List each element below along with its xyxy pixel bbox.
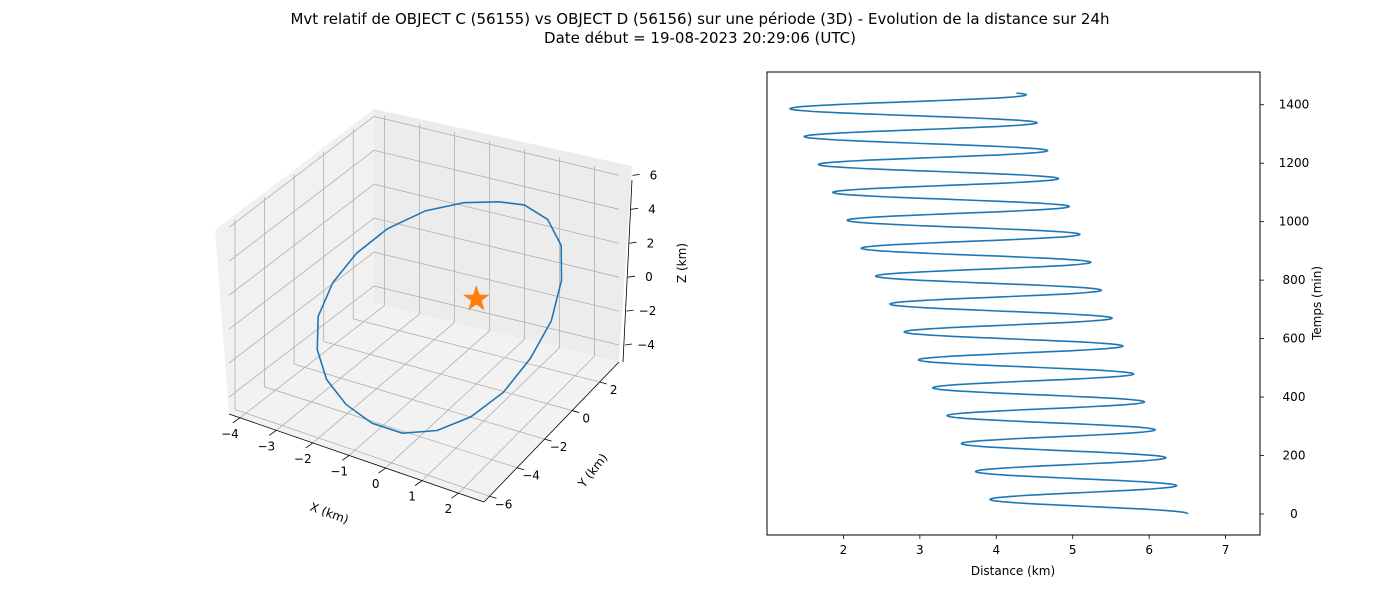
x-axis-ticks: 2 3 4 5 6 7 [840, 535, 1230, 557]
y-tick-label: 600 [1283, 332, 1306, 346]
grid-line [348, 330, 490, 456]
z-tick-label: 0 [645, 270, 653, 284]
grid-line [312, 322, 455, 444]
figure-title: Mvt relatif de OBJECT C (56155) vs OBJEC… [0, 10, 1400, 48]
y-tick [489, 495, 497, 499]
y-tick-label: 0 [582, 412, 590, 426]
z-tick-label: 4 [648, 202, 656, 216]
z-tick [629, 241, 637, 244]
star-marker [463, 285, 490, 311]
y-axis-label: Y (km) [575, 451, 611, 491]
grid-line [228, 149, 620, 262]
grid-line [228, 115, 620, 228]
y-axis-ticks: 0 200 400 600 800 1000 1200 1400 [1260, 98, 1309, 521]
trajectory-3d-plot: −4 −3 −2 −1 0 1 2 −6 −4 −2 0 2 −4 −2 0 2 4 6 X (km) Y (km… [215, 109, 689, 527]
y-tick-label: −6 [495, 497, 513, 511]
y-axis-line [483, 361, 620, 503]
grid-3d [228, 115, 620, 497]
y-tick [544, 438, 552, 442]
z-axis-label: Z (km) [675, 243, 689, 283]
z-tick [632, 173, 640, 176]
y-tick-label: 200 [1283, 448, 1306, 462]
x-tick [269, 430, 277, 436]
x-tick [378, 467, 386, 474]
grid-line [264, 386, 518, 469]
axes-3d: −4 −3 −2 −1 0 1 2 −6 −4 −2 0 2 −4 −2 0 2 4 6 [221, 168, 657, 516]
grid-line [228, 285, 620, 398]
grid-line [239, 305, 385, 419]
z-tick [624, 343, 633, 346]
pane-floor [229, 303, 619, 502]
y-tick-label: 2 [610, 383, 618, 397]
x-tick [232, 417, 241, 424]
z-tick [626, 309, 634, 312]
y-tick-label: 1200 [1279, 156, 1310, 170]
title-line-2: Date début = 19-08-2023 20:29:06 (UTC) [544, 29, 856, 47]
grid-line [228, 251, 620, 364]
x-tick-label: 3 [916, 543, 924, 557]
y-tick [572, 410, 580, 413]
title-line-1: Mvt relatif de OBJECT C (56155) vs OBJEC… [290, 10, 1110, 28]
y-tick-label: 1400 [1279, 98, 1310, 112]
trajectory-line [316, 201, 563, 434]
y-tick [516, 467, 525, 471]
x-tick-label: 7 [1222, 543, 1230, 557]
y-tick-label: 1000 [1279, 215, 1310, 229]
x-axis-label-2d: Distance (km) [971, 564, 1055, 578]
grid-line [353, 318, 600, 383]
x-tick-label: −2 [294, 452, 312, 466]
x-tick-label: 0 [372, 477, 380, 491]
z-tick-label: −2 [639, 304, 657, 318]
x-tick [414, 480, 423, 486]
x-tick-label: 2 [445, 502, 453, 516]
x-tick-label: 5 [1069, 543, 1077, 557]
z-tick-label: 6 [650, 168, 658, 182]
y-tick-label: −4 [522, 469, 540, 483]
x-axis-label: X (km) [308, 500, 350, 527]
y-tick-label: 800 [1283, 273, 1306, 287]
z-tick [627, 275, 636, 278]
grid-line [228, 183, 620, 296]
distance-curve [789, 92, 1189, 515]
x-tick-label: 1 [408, 490, 416, 504]
grid-line [228, 217, 620, 330]
y-axis-label-2d: Temps (min) [1310, 266, 1324, 341]
z-tick-label: 2 [647, 236, 655, 250]
x-tick-label: −4 [221, 427, 239, 441]
distance-time-plot: 2 3 4 5 6 7 0 200 400 600 800 1000 1200 1400 Distanc… [766, 71, 1324, 578]
x-tick-label: 6 [1145, 543, 1153, 557]
x-axis-line [228, 413, 485, 503]
z-tick [630, 207, 639, 210]
grid-line [458, 355, 595, 494]
x-tick-label: −3 [258, 439, 276, 453]
grid-line [293, 363, 545, 440]
y-tick-label: 0 [1290, 507, 1298, 521]
grid-line [323, 341, 573, 411]
x-tick [305, 442, 314, 449]
plot-frame [766, 71, 1261, 536]
y-tick-label: 400 [1283, 390, 1306, 404]
x-tick-label: 2 [840, 543, 848, 557]
y-tick [599, 381, 607, 385]
grid-line [234, 409, 490, 497]
y-tick-label: −2 [550, 440, 568, 454]
grid-line [421, 347, 560, 481]
grid-line [385, 338, 525, 469]
x-tick-label: 4 [992, 543, 1000, 557]
x-tick [451, 492, 459, 499]
z-axis-line [622, 179, 633, 363]
x-tick-label: −1 [330, 464, 348, 478]
z-tick-label: −4 [637, 338, 655, 352]
x-tick [341, 455, 350, 461]
grid-line [276, 313, 420, 431]
